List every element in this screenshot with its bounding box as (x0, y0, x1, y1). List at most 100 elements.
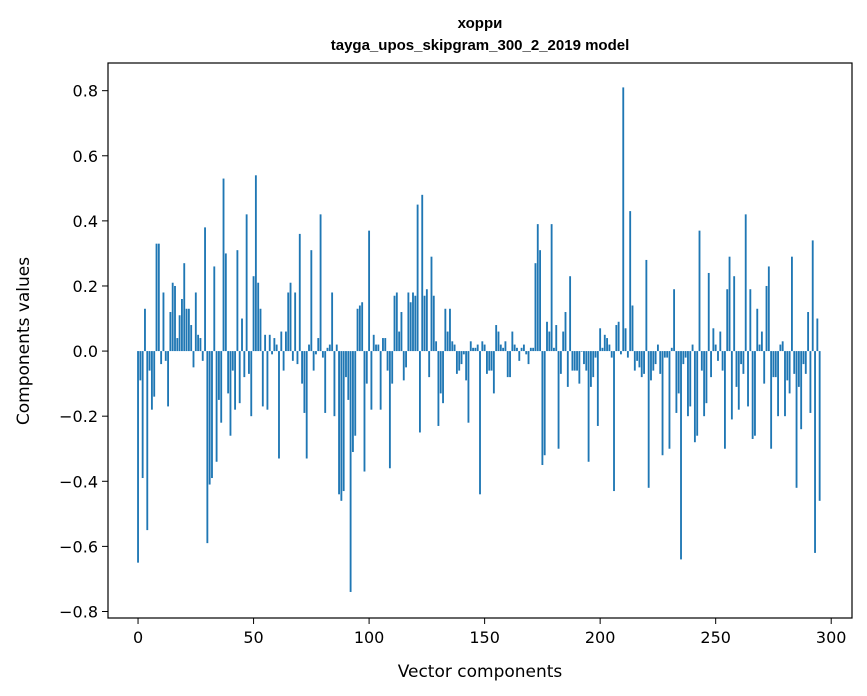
x-tick-label: 150 (469, 628, 500, 647)
bar (345, 351, 347, 378)
bar (647, 351, 650, 488)
bar (781, 341, 784, 352)
bar (419, 351, 421, 433)
bar (483, 344, 486, 352)
bar (594, 351, 597, 358)
bar (358, 305, 361, 352)
bar (280, 331, 283, 352)
bar (342, 351, 345, 492)
bar (453, 344, 456, 352)
bar (386, 351, 389, 371)
bar (391, 351, 394, 384)
bar (608, 344, 611, 352)
y-tick-label: 0.2 (73, 277, 98, 296)
bar (421, 194, 424, 352)
bar (148, 351, 151, 371)
bar (751, 351, 754, 439)
bar (275, 344, 278, 352)
bar (566, 351, 569, 387)
bar (236, 250, 239, 352)
bar (301, 351, 304, 384)
bar (696, 351, 699, 436)
bar (675, 351, 678, 413)
bar (164, 351, 167, 361)
bar (393, 295, 396, 352)
bar (596, 351, 599, 426)
bar (243, 351, 246, 378)
bar (543, 351, 546, 456)
bar (643, 351, 645, 374)
bar (652, 351, 655, 371)
bar (809, 351, 812, 413)
y-tick-label: −0.4 (59, 472, 98, 491)
bar (361, 302, 364, 352)
bar (589, 351, 592, 387)
bar (684, 351, 687, 358)
bar (564, 312, 567, 352)
bar (659, 351, 662, 374)
bar (765, 285, 768, 352)
bar (638, 351, 641, 368)
bar (818, 351, 821, 501)
bar (432, 295, 435, 352)
bar (146, 351, 149, 531)
bar (509, 351, 511, 378)
bar (287, 292, 290, 352)
bar (654, 351, 657, 365)
bar (430, 256, 433, 352)
bar (504, 341, 507, 352)
bar (599, 328, 602, 352)
bar (693, 351, 696, 443)
bar (308, 344, 310, 352)
bar (455, 351, 458, 374)
bar (169, 312, 172, 352)
bar (220, 351, 223, 423)
bar (670, 347, 673, 352)
x-axis-ticks: 0 50 100 150 200 250 300 (133, 618, 846, 647)
bar (700, 351, 703, 371)
bar (613, 351, 615, 492)
bar (199, 338, 202, 352)
bar (689, 351, 692, 407)
bar (557, 351, 560, 449)
y-tick-label: −0.6 (59, 537, 98, 556)
bar (338, 351, 340, 495)
bar (603, 334, 606, 352)
bar (479, 351, 481, 495)
bar (626, 351, 629, 358)
bar (213, 266, 216, 352)
bar (444, 308, 447, 352)
bar (490, 351, 493, 371)
bar (382, 338, 384, 352)
bar (268, 334, 271, 352)
bar (472, 347, 474, 352)
bar (356, 308, 359, 352)
bar (534, 263, 537, 352)
bar (807, 312, 810, 352)
bar (527, 351, 530, 365)
bar (303, 351, 306, 413)
bar (758, 344, 761, 352)
y-tick-label: −0.8 (59, 602, 98, 621)
bar (811, 240, 814, 352)
bar (682, 351, 685, 365)
bar (273, 338, 276, 352)
bar (705, 351, 708, 404)
bar (190, 325, 193, 352)
x-tick-label: 100 (354, 628, 385, 647)
bar (592, 351, 595, 378)
bar (326, 347, 329, 352)
bar (525, 351, 528, 355)
bar (282, 351, 285, 371)
bar (141, 351, 144, 479)
bar-series (137, 87, 821, 592)
bar (400, 312, 403, 352)
bar (354, 351, 357, 436)
y-tick-label: 0.4 (73, 212, 98, 231)
bar (737, 351, 740, 410)
bar (786, 351, 789, 381)
bar (250, 351, 253, 417)
bar (312, 351, 315, 371)
y-tick-label: −0.2 (59, 407, 98, 426)
bar (513, 344, 516, 352)
